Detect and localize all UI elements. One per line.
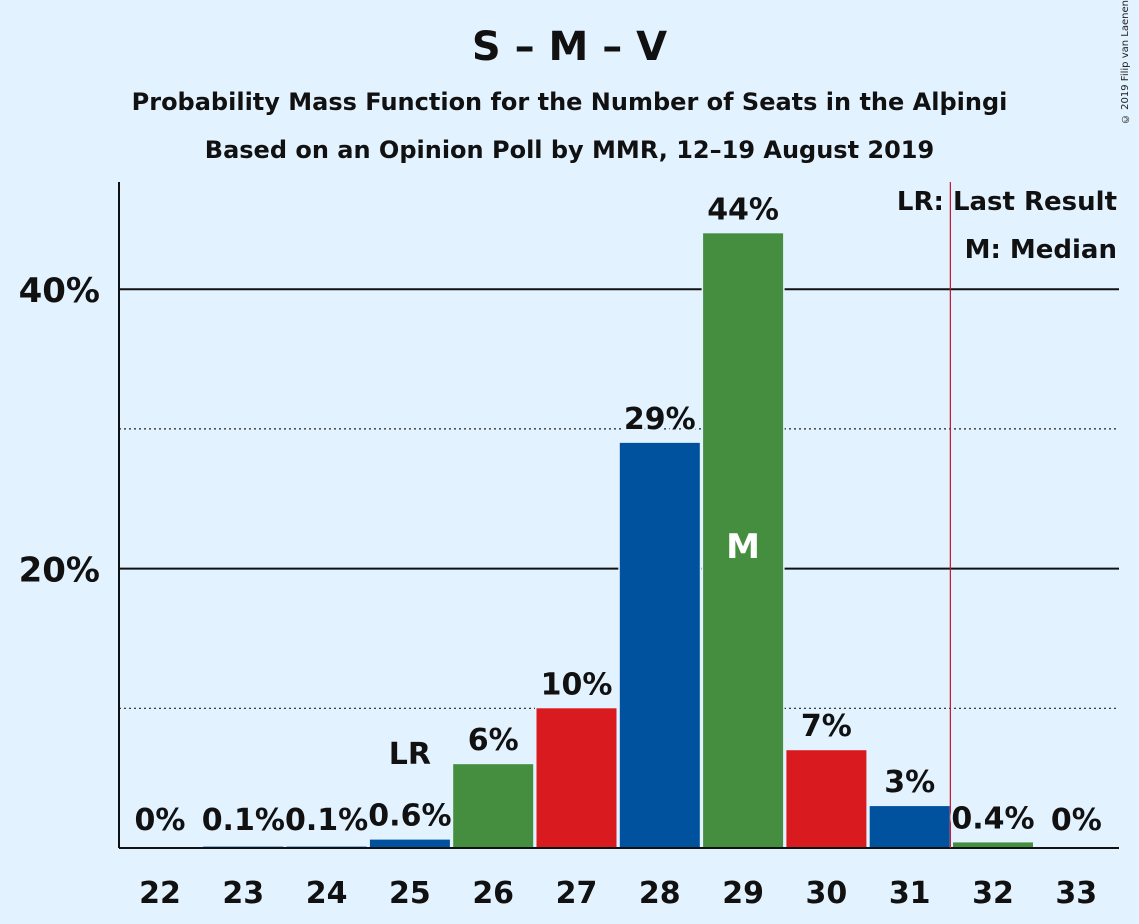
bar-value-label: 7% xyxy=(801,709,852,744)
bar xyxy=(453,764,534,848)
bar xyxy=(703,233,784,848)
bar xyxy=(369,839,450,848)
bar-value-label: 0.4% xyxy=(951,801,1034,836)
chart-title: S – M – V xyxy=(471,24,668,70)
bar xyxy=(619,442,700,848)
bar-halo xyxy=(201,845,285,848)
x-tick-label: 25 xyxy=(389,876,431,911)
bar-value-label: 10% xyxy=(541,667,613,702)
x-tick-label: 32 xyxy=(972,876,1014,911)
x-tick-label: 22 xyxy=(139,876,181,911)
bar-value-label: 0.1% xyxy=(202,803,285,838)
bar-value-label: 0% xyxy=(135,803,186,838)
bar-value-label: 29% xyxy=(624,402,696,437)
x-tick-label: 29 xyxy=(722,876,764,911)
x-tick-label: 24 xyxy=(306,876,348,911)
last-result-marker: LR xyxy=(389,737,431,772)
median-marker: M xyxy=(726,527,760,567)
x-tick-label: 23 xyxy=(222,876,264,911)
bar-value-label: 0.6% xyxy=(368,799,451,834)
bar-value-label: 44% xyxy=(707,192,779,227)
x-tick-label: 30 xyxy=(806,876,848,911)
bar-value-label: 3% xyxy=(884,765,935,800)
bar-halo xyxy=(285,845,369,848)
chart-subtitle-poll: Based on an Opinion Poll by MMR, 12–19 A… xyxy=(204,136,935,164)
x-tick-label: 27 xyxy=(556,876,598,911)
y-tick-label: 20% xyxy=(19,551,100,591)
x-tick-label: 31 xyxy=(889,876,931,911)
y-tick-label: 40% xyxy=(19,271,100,311)
chart-subtitle: Probability Mass Function for the Number… xyxy=(131,88,1008,116)
bar xyxy=(953,842,1033,848)
bar xyxy=(869,806,950,848)
bar xyxy=(536,708,617,848)
legend-entry: M: Median xyxy=(965,235,1117,265)
bar xyxy=(786,750,867,848)
legend-entry: LR: Last Result xyxy=(897,187,1117,217)
x-tick-label: 33 xyxy=(1055,876,1097,911)
bar-value-label: 6% xyxy=(468,723,519,758)
x-tick-label: 28 xyxy=(639,876,681,911)
x-tick-label: 26 xyxy=(472,876,514,911)
bar-value-label: 0.1% xyxy=(285,803,368,838)
bar-value-label: 0% xyxy=(1051,803,1102,838)
